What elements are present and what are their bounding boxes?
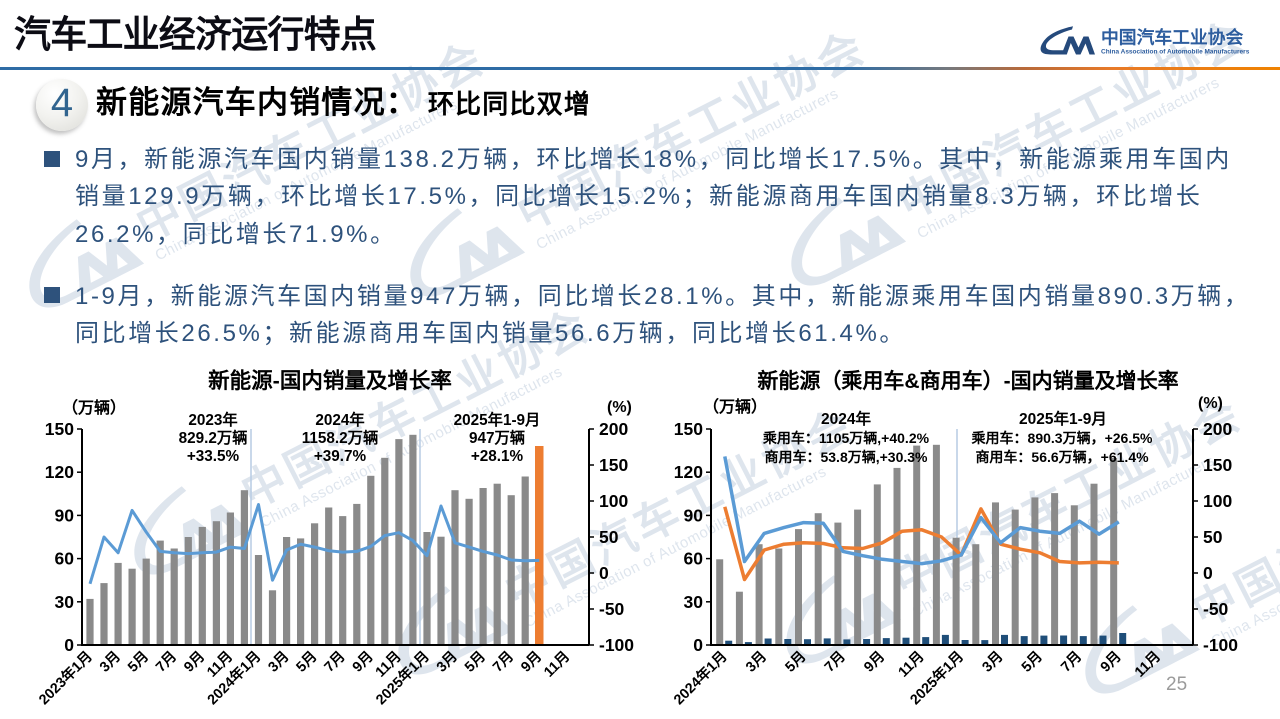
svg-text:新能源-国内销量及增长率: 新能源-国内销量及增长率 xyxy=(208,368,452,393)
svg-text:2025年1-9月: 2025年1-9月 xyxy=(1019,409,1107,428)
svg-text:25: 25 xyxy=(1166,674,1187,695)
svg-text:1158.2万辆: 1158.2万辆 xyxy=(302,429,379,447)
svg-text:新能源（乘用车&商用车）-国内销量及增长率: 新能源（乘用车&商用车）-国内销量及增长率 xyxy=(757,369,1178,393)
svg-text:0: 0 xyxy=(599,563,609,583)
svg-text:2024年: 2024年 xyxy=(821,409,871,428)
svg-text:(%): (%) xyxy=(607,399,632,416)
svg-text:947万辆: 947万辆 xyxy=(469,429,525,447)
svg-text:3月: 3月 xyxy=(742,648,770,676)
svg-text:商用车：56.6万辆，+61.4%: 商用车：56.6万辆，+61.4% xyxy=(975,449,1149,465)
svg-text:+33.5%: +33.5% xyxy=(187,448,240,465)
svg-text:90: 90 xyxy=(684,505,704,525)
svg-text:7月: 7月 xyxy=(1057,648,1085,676)
svg-text:7月: 7月 xyxy=(821,648,849,676)
svg-text:商用车：53.8万辆,+30.3%: 商用车：53.8万辆,+30.3% xyxy=(764,449,928,465)
svg-text:200: 200 xyxy=(1203,419,1232,439)
svg-text:乘用车：1105万辆,+40.2%: 乘用车：1105万辆,+40.2% xyxy=(762,430,930,446)
svg-text:China Association of Automobil: China Association of Automobile Manufact… xyxy=(1101,49,1250,56)
svg-text:7月: 7月 xyxy=(152,648,180,676)
svg-text:3月: 3月 xyxy=(433,648,461,676)
svg-text:7月: 7月 xyxy=(489,648,517,676)
svg-text:乘用车：890.3万辆，+26.5%: 乘用车：890.3万辆，+26.5% xyxy=(971,430,1153,446)
svg-text:9月: 9月 xyxy=(1097,648,1125,676)
svg-text:60: 60 xyxy=(55,549,75,569)
svg-text:中国汽车工业协会: 中国汽车工业协会 xyxy=(1101,27,1243,48)
svg-text:-50: -50 xyxy=(1203,599,1229,619)
svg-text:2025年1-9月: 2025年1-9月 xyxy=(454,411,541,429)
svg-text:9月: 9月 xyxy=(860,648,888,676)
svg-text:11月: 11月 xyxy=(895,648,928,681)
svg-text:100: 100 xyxy=(1203,491,1232,511)
svg-text:（万辆）: （万辆） xyxy=(703,397,767,416)
svg-text:50: 50 xyxy=(1203,527,1223,547)
svg-text:3月: 3月 xyxy=(96,648,124,676)
svg-text:150: 150 xyxy=(674,419,703,439)
svg-text:5月: 5月 xyxy=(293,648,321,676)
svg-text:5月: 5月 xyxy=(124,648,152,676)
svg-text:-50: -50 xyxy=(599,599,625,619)
svg-text:0: 0 xyxy=(1203,563,1213,583)
svg-text:100: 100 xyxy=(599,491,628,511)
svg-text:-100: -100 xyxy=(599,635,634,655)
svg-text:30: 30 xyxy=(55,592,75,612)
svg-text:2024年1月: 2024年1月 xyxy=(670,647,731,708)
svg-text:9月: 9月 xyxy=(349,648,377,676)
svg-text:2023年1月: 2023年1月 xyxy=(35,647,96,708)
svg-text:60: 60 xyxy=(684,549,704,569)
svg-text:7月: 7月 xyxy=(321,648,349,676)
svg-text:-100: -100 xyxy=(1203,635,1238,655)
svg-text:11月: 11月 xyxy=(1131,648,1164,681)
svg-text:829.2万辆: 829.2万辆 xyxy=(179,429,248,447)
svg-text:5月: 5月 xyxy=(1018,648,1046,676)
svg-text:（万辆）: （万辆） xyxy=(62,398,126,417)
svg-text:3月: 3月 xyxy=(265,648,293,676)
svg-text:9月: 9月 xyxy=(180,648,208,676)
svg-text:120: 120 xyxy=(45,462,74,482)
svg-text:9月: 9月 xyxy=(517,648,545,676)
svg-text:150: 150 xyxy=(1203,455,1232,475)
svg-text:(%): (%) xyxy=(1198,395,1223,412)
svg-text:+39.7%: +39.7% xyxy=(314,448,367,465)
svg-text:5月: 5月 xyxy=(782,648,810,676)
svg-text:2024年: 2024年 xyxy=(315,411,364,429)
svg-text:120: 120 xyxy=(674,462,703,482)
svg-text:3月: 3月 xyxy=(979,648,1007,676)
svg-text:150: 150 xyxy=(45,419,74,439)
svg-text:+28.1%: +28.1% xyxy=(471,448,524,465)
svg-text:5月: 5月 xyxy=(461,648,489,676)
svg-text:11月: 11月 xyxy=(540,648,573,681)
svg-text:2023年: 2023年 xyxy=(188,411,237,429)
svg-text:200: 200 xyxy=(599,419,628,439)
svg-text:0: 0 xyxy=(693,635,703,655)
svg-text:30: 30 xyxy=(684,592,704,612)
svg-text:0: 0 xyxy=(64,635,74,655)
svg-text:90: 90 xyxy=(55,505,75,525)
svg-text:150: 150 xyxy=(599,455,628,475)
svg-text:50: 50 xyxy=(599,527,619,547)
